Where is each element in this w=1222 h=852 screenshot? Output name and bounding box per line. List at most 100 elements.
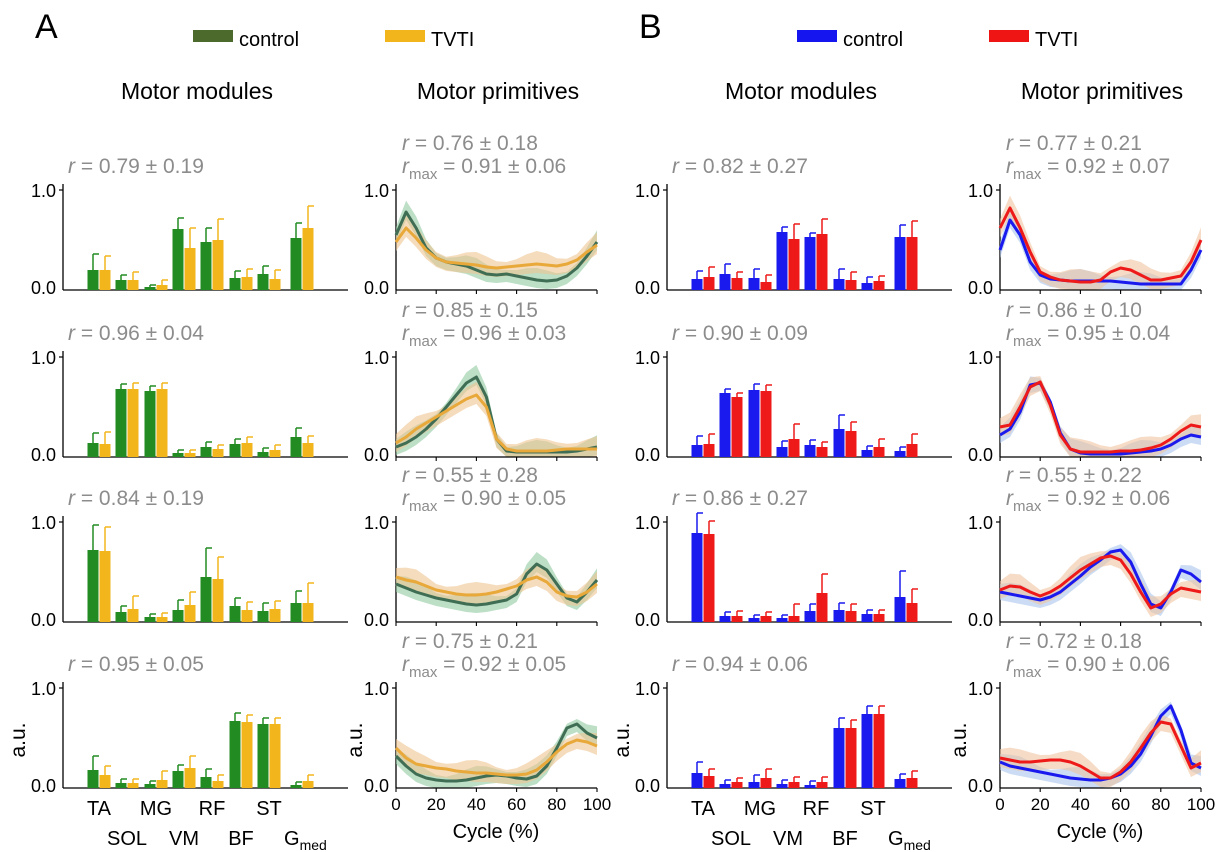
sd-band-tvti: [1000, 195, 1201, 290]
bar-control-mg: [144, 287, 156, 290]
bar-control-gmed: [290, 437, 302, 457]
muscle-label-rf: RF: [803, 798, 830, 820]
bar-control-vm: [776, 618, 788, 622]
legend-label-tvti: TVTI: [431, 29, 474, 51]
bar-tvti-bf: [241, 610, 253, 622]
x-tick-label: 40: [467, 795, 486, 814]
bar-control-sol: [115, 612, 127, 622]
y-tick-label: 1.0: [635, 513, 660, 533]
bar-control-st: [257, 274, 269, 290]
modules-y-axis-row4: 1.0 0.0: [31, 679, 64, 796]
bar-tvti-bf: [845, 728, 857, 788]
y-tick-label: 1.0: [31, 679, 56, 699]
bar-tvti-sol: [127, 783, 139, 788]
bar-control-bf: [229, 606, 241, 622]
bar-tvti-st: [269, 279, 281, 290]
bar-control-rf: [200, 447, 212, 457]
bar-tvti-sol: [127, 280, 139, 290]
series-line-tvti: [395, 575, 598, 599]
bar-tvti-gmed: [906, 778, 918, 788]
y-tick-label: 1.0: [635, 679, 660, 699]
modules-y-axis-row1: 1.0 0.0: [31, 181, 64, 298]
series-line-tvti: [394, 226, 598, 270]
r-value-label: r = 0.95 ± 0.05: [68, 653, 204, 676]
bar-tvti-vm: [184, 248, 196, 290]
bar-control-mg: [748, 782, 760, 788]
bar-control-vm: [172, 771, 184, 788]
y-axis-title: a.u.: [611, 722, 634, 757]
y-tick-label: 0.0: [635, 610, 660, 630]
bar-tvti-st: [269, 609, 281, 622]
series-line-tvti: [999, 554, 1202, 610]
bar-control-st: [257, 452, 269, 457]
panel-letter: B: [639, 8, 662, 46]
y-tick-label: 1.0: [968, 348, 993, 368]
bar-control-mg: [748, 390, 760, 457]
bar-tvti-gmed: [302, 228, 314, 290]
y-tick-label: 0.0: [635, 776, 660, 796]
legend-swatch-control: [193, 30, 233, 42]
r-max-label: rmax = 0.92 ± 0.05: [402, 653, 566, 681]
y-tick-label: 1.0: [968, 679, 993, 699]
bar-control-mg: [748, 278, 760, 290]
y-tick-label: 0.0: [31, 610, 56, 630]
y-tick-label: 0.0: [364, 278, 389, 298]
modules-row-4: r = 0.95 ± 0.05: [63, 653, 348, 789]
bar-control-st: [861, 614, 873, 622]
modules-y-axis-row3: 1.0 0.0: [31, 513, 64, 630]
bar-tvti-gmed: [302, 781, 314, 788]
bar-tvti-sol: [731, 278, 743, 290]
y-tick-label: 0.0: [968, 610, 993, 630]
r-value-label: r = 0.76 ± 0.18: [402, 132, 538, 155]
y-tick-label: 0.0: [31, 278, 56, 298]
bar-control-ta: [87, 270, 99, 290]
r-value-label: r = 0.55 ± 0.28: [402, 464, 538, 487]
bar-tvti-vm: [184, 453, 196, 457]
bar-control-bf: [229, 721, 241, 788]
bar-control-rf: [200, 242, 212, 290]
r-value-label: r = 0.75 ± 0.21: [402, 630, 538, 653]
y-tick-label: 0.0: [635, 445, 660, 465]
bar-tvti-ta: [703, 277, 715, 290]
primitives-y-axis-row2: 1.0 0.0: [968, 348, 1001, 465]
muscle-label-mg: MG: [744, 798, 776, 820]
legend: control TVTI: [797, 29, 1078, 51]
bar-control-st: [861, 283, 873, 290]
bar-tvti-rf: [816, 447, 828, 457]
bar-control-st: [257, 724, 269, 788]
bar-control-sol: [719, 616, 731, 622]
bar-tvti-sol: [731, 616, 743, 622]
bar-tvti-mg: [156, 389, 168, 457]
y-axis-title: a.u.: [7, 722, 30, 757]
bar-tvti-mg: [760, 778, 772, 788]
x-tick-label: 0: [391, 795, 400, 814]
bar-tvti-mg: [760, 282, 772, 290]
bar-control-sol: [115, 389, 127, 457]
primitives-y-axis-row4: 1.0 0.0: [364, 679, 397, 796]
bar-control-sol: [115, 280, 127, 290]
y-tick-label: 0.0: [364, 776, 389, 796]
x-tick-label: 40: [1071, 795, 1090, 814]
y-tick-label: 1.0: [364, 679, 389, 699]
bar-control-vm: [172, 453, 184, 457]
legend-swatch-tvti: [989, 30, 1029, 42]
y-tick-label: 1.0: [635, 348, 660, 368]
r-value-label: r = 0.79 ± 0.19: [68, 155, 204, 178]
legend-swatch-control: [797, 30, 837, 42]
bar-control-vm: [172, 610, 184, 622]
bar-tvti-bf: [845, 611, 857, 622]
bar-tvti-vm: [788, 782, 800, 788]
bar-control-gmed: [290, 238, 302, 290]
bar-control-mg: [144, 784, 156, 788]
sd-band-tvti: [396, 564, 597, 606]
x-tick-label: 100: [583, 795, 611, 814]
bar-control-ta: [87, 443, 99, 457]
bar-tvti-sol: [731, 782, 743, 788]
series-line-tvti: [999, 380, 1202, 454]
bar-control-bf: [833, 728, 845, 788]
r-max-label: rmax = 0.90 ± 0.05: [402, 487, 566, 515]
